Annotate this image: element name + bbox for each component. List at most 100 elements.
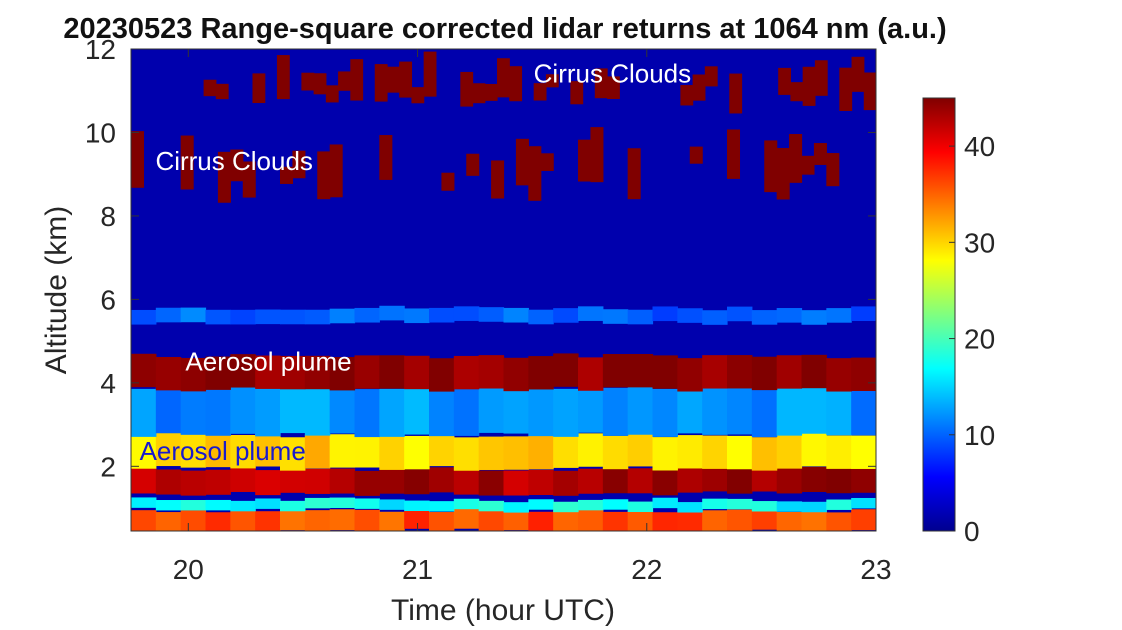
heatmap-cell [325,85,339,103]
heatmap-cell [627,309,654,325]
heatmap-cell [826,499,852,510]
heatmap-cell [801,354,827,389]
heatmap-cell [553,434,579,468]
heatmap-cell [379,388,405,437]
heatmap-cell [354,307,380,323]
heatmap-cell [776,308,803,323]
heatmap-cell [180,500,207,511]
heatmap-cell [729,73,743,114]
heatmap-cell [205,309,231,325]
heatmap-cell [230,509,256,531]
heatmap-cell [578,384,604,433]
y-tick-label: 8 [100,201,116,232]
colorbar-tick-label: 20 [964,324,995,355]
heatmap-cell [404,469,430,495]
heatmap-cell [702,355,728,389]
heatmap-cell [453,306,480,321]
heatmap-cell [677,502,703,513]
heatmap-cell [826,358,852,392]
heatmap-cell [578,139,592,182]
heatmap-cell [627,386,654,435]
heatmap-cell [329,509,356,531]
heatmap-cell [304,309,331,325]
heatmap-cell [528,499,554,510]
heatmap-cell [280,467,306,493]
heatmap-cell [404,355,430,390]
heatmap-cell [776,387,803,436]
heatmap-cell [702,386,728,435]
heatmap-cell [602,499,629,510]
heatmap-cell [602,511,629,531]
heatmap-cell [478,470,505,496]
y-tick-label: 4 [100,368,116,399]
heatmap-cell [607,76,620,99]
y-axis-label: Altitude (km) [40,206,73,374]
heatmap-cell [411,87,425,104]
heatmap-cell [354,434,380,468]
heatmap-cell [230,354,256,388]
y-axis: 2 4 6 8 10 12 [85,34,876,482]
heatmap-cell [814,60,828,96]
heatmap-cell [826,468,852,494]
heatmap-cell [478,510,505,531]
heatmap-cell [692,74,706,101]
heatmap-cell [276,55,290,100]
heatmap-cell [404,435,430,470]
x-axis-label: Time (hour UTC) [391,594,615,627]
heatmap-cell [790,82,804,102]
heatmap-cell [423,51,437,97]
heatmap-cell [478,500,505,512]
heatmap-cell [180,135,194,190]
heatmap-cell [429,501,455,512]
heatmap-cell [180,510,207,531]
heatmap-cell [590,127,604,183]
heatmap-cell [528,146,542,201]
heatmap-cell [304,468,331,494]
heatmap-cell [553,353,579,387]
heatmap-cell [203,79,217,97]
y-tick-label: 10 [85,117,116,148]
heatmap-cell [702,466,728,492]
heatmap-cell [379,305,405,321]
heatmap-cell [292,150,306,179]
heatmap-cell [354,355,380,389]
heatmap-cell [478,307,505,322]
heatmap-cell [515,138,529,186]
heatmap-cell [155,432,182,467]
heatmap-cell [280,309,306,325]
heatmap-cell [751,437,778,471]
heatmap-cell [801,466,827,492]
heatmap-cell [304,435,331,469]
heatmap-cell [453,498,480,510]
heatmap-cell [230,466,256,492]
heatmap-cell [727,435,753,470]
heatmap-cell [404,500,430,512]
heatmap-cell [602,309,629,324]
heatmap-cell [180,357,207,392]
heatmap-cell [155,385,182,434]
heatmap-cell [354,470,380,496]
heatmap-cell [131,510,157,531]
heatmap-cell [652,497,678,509]
heatmap-cell [453,387,480,436]
heatmap-cell [751,466,778,492]
heatmap-cell [230,500,256,512]
heatmap-cell [205,499,231,511]
heatmap-cell [217,151,231,203]
heatmap-cell [677,358,703,392]
heatmap-cell [503,385,529,434]
heatmap-cell [528,356,554,390]
heatmap-cell [497,58,510,98]
heatmap-cell [528,511,554,531]
heatmap-cell [131,131,145,188]
colorbar [922,97,956,532]
heatmap-cell [255,355,281,389]
heatmap-cell [329,144,343,198]
heatmap-cell [317,151,331,200]
heatmap-cell [155,469,182,495]
heatmap-cell [680,85,694,106]
heatmap-cell [652,470,678,496]
heatmap-cell [180,307,207,323]
heatmap-cell [379,511,405,531]
